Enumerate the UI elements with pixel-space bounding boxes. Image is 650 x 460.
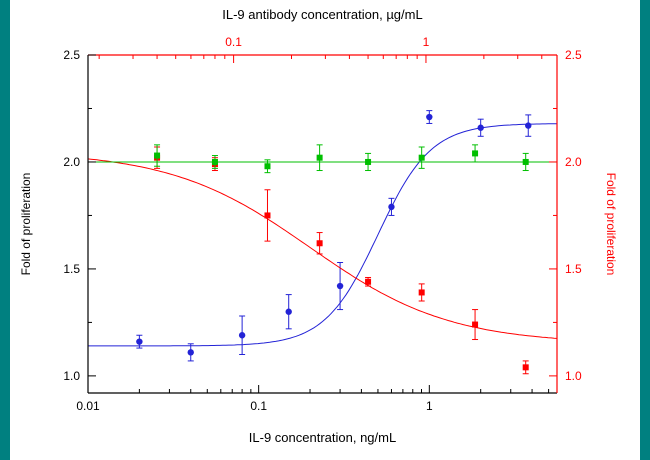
screen-edge-right-strip [640,0,650,460]
axes-frame [87,54,558,394]
data-point [522,158,529,165]
data-point [525,122,532,129]
left-tick-label: 1.0 [63,369,80,383]
top-axis-title: IL-9 antibody concentration, µg/mL [222,7,423,22]
data-point [316,240,323,247]
right-tick-label: 1.0 [565,369,582,383]
bottom-axis: 0.01 0.1 1 [76,385,550,413]
right-axis: 1.0 1.5 2.0 2.5 [549,48,582,383]
data-point [264,212,271,219]
data-point [388,203,395,211]
left-tick-label: 2.0 [63,155,80,169]
bottom-tick-label: 0.01 [76,399,100,413]
right-tick-label: 2.0 [565,155,582,169]
data-point [522,364,529,371]
data-point [418,289,425,296]
series-control [88,144,557,174]
data-point [365,158,372,165]
series-il9-dose-response [88,110,557,362]
right-tick-label: 1.5 [565,262,582,276]
data-point [365,278,372,285]
top-axis: 0.1 1 [98,35,543,63]
data-point [154,152,161,159]
data-point [238,332,246,339]
bottom-tick-label: 0.1 [250,399,267,413]
data-point [211,158,218,165]
data-point [477,124,484,131]
bottom-axis-title: IL-9 concentration, ng/mL [248,430,397,445]
top-tick-label: 0.1 [225,35,242,49]
top-tick-label: 1 [423,35,430,49]
data-point [418,154,425,161]
left-axis: 1.0 1.5 2.0 2.5 [63,48,96,383]
screen-edge-left-strip [0,0,10,460]
bottom-tick-label: 1 [426,399,433,413]
data-point [316,154,323,161]
data-point [136,338,143,345]
data-point [336,282,344,290]
left-axis-title: Fold of proliferation [19,172,33,276]
data-point [472,321,479,328]
data-point [472,150,479,157]
right-axis-title: Fold of proliferation [604,172,618,276]
right-tick-label: 2.5 [565,48,582,62]
data-point [264,163,271,170]
series-il9-antibody-neutralization [87,146,558,375]
fit-curve-il9-antibody-neutralization [87,158,558,339]
data-point [285,308,292,315]
left-tick-label: 2.5 [63,48,80,62]
data-point [426,113,433,121]
left-tick-label: 1.5 [63,262,80,276]
data-point [187,349,194,356]
